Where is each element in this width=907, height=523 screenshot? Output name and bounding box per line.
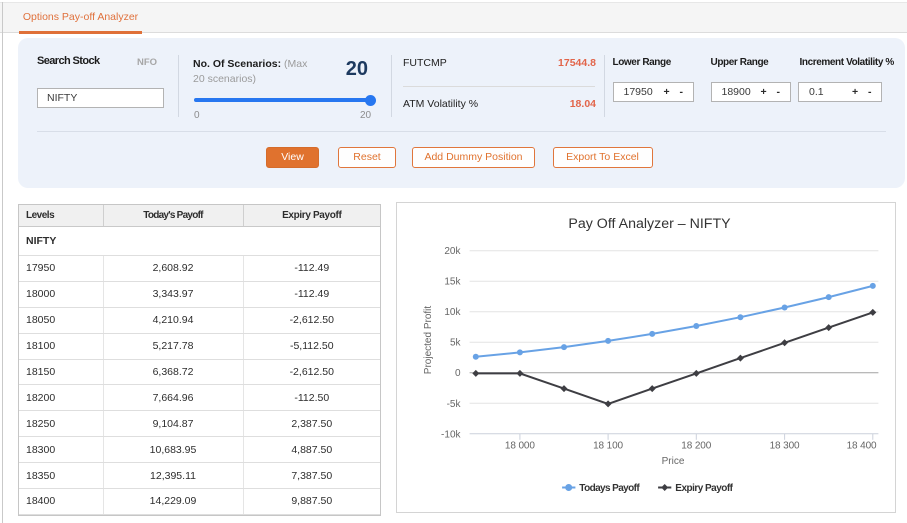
svg-text:18 300: 18 300 xyxy=(770,441,800,452)
svg-text:15k: 15k xyxy=(444,277,461,288)
svg-text:18 100: 18 100 xyxy=(593,441,623,452)
svg-text:5k: 5k xyxy=(450,338,462,349)
svg-text:18 200: 18 200 xyxy=(681,441,711,452)
svg-text:Projected Profit: Projected Profit xyxy=(423,306,434,375)
svg-text:0: 0 xyxy=(455,368,461,379)
svg-text:20k: 20k xyxy=(444,246,461,257)
svg-text:Expiry Payoff: Expiry Payoff xyxy=(675,483,733,494)
svg-text:-10k: -10k xyxy=(441,429,461,440)
svg-text:18 400: 18 400 xyxy=(847,441,877,452)
svg-text:Todays Payoff: Todays Payoff xyxy=(579,483,640,494)
svg-text:-5k: -5k xyxy=(447,399,462,410)
svg-text:10k: 10k xyxy=(444,307,461,318)
svg-text:Price: Price xyxy=(662,456,685,467)
svg-text:18 000: 18 000 xyxy=(505,441,535,452)
svg-text:Pay Off Analyzer – NIFTY: Pay Off Analyzer – NIFTY xyxy=(568,216,731,232)
